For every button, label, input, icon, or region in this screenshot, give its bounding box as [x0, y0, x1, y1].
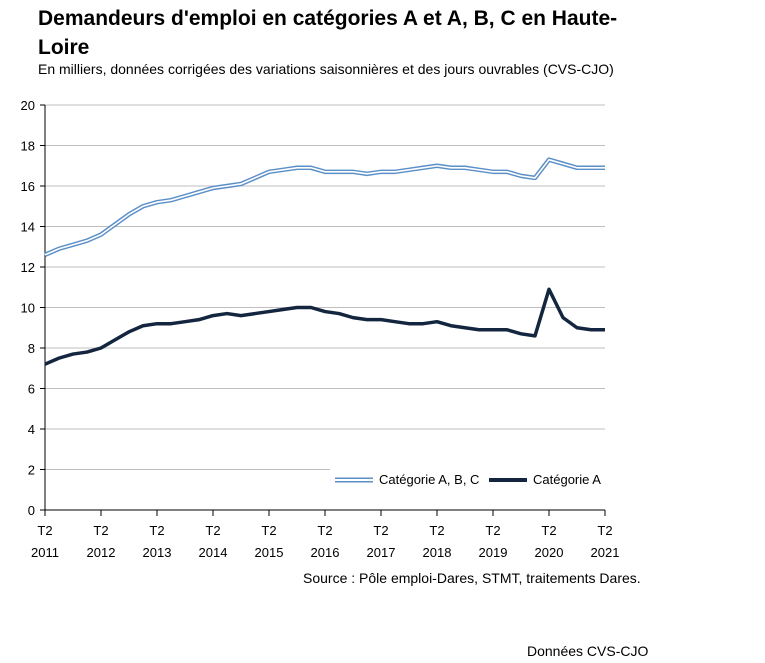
x-tick-year: 2020 — [535, 545, 564, 560]
x-tick-quarter: T2 — [93, 523, 108, 538]
y-tick-label: 12 — [21, 260, 35, 275]
x-tick-year: 2021 — [591, 545, 620, 560]
series-line-abc — [44, 157, 605, 257]
x-tick-year: 2015 — [255, 545, 284, 560]
axis-layer: 0 2 4 6 8 10 12 14 16 18 20 T2 2011 T2 2012 T2 2013 T2 201… — [21, 98, 620, 560]
x-tick-year: 2014 — [199, 545, 228, 560]
y-tick-label: 0 — [28, 503, 35, 518]
series-layer — [44, 157, 605, 366]
x-tick-year: 2019 — [479, 545, 508, 560]
legend-item-a: Catégorie A — [489, 472, 601, 487]
x-tick-year: 2018 — [423, 545, 452, 560]
y-tick-label: 2 — [28, 463, 35, 478]
x-tick-year: 2017 — [367, 545, 396, 560]
x-tick-quarter: T2 — [205, 523, 220, 538]
source-note: Source : Pôle emploi-Dares, STMT, traite… — [303, 570, 641, 586]
x-tick-quarter: T2 — [373, 523, 388, 538]
legend-item-abc: Catégorie A, B, C — [335, 472, 479, 487]
y-tick-label: 20 — [21, 98, 35, 113]
x-tick-year: 2012 — [87, 545, 116, 560]
x-tick-quarter: T2 — [541, 523, 556, 538]
y-tick-label: 4 — [28, 422, 35, 437]
grid-layer — [45, 104, 605, 470]
series-line-a — [44, 287, 605, 366]
y-tick-label: 18 — [21, 139, 35, 154]
x-tick-year: 2013 — [143, 545, 172, 560]
y-tick-label: 8 — [28, 341, 35, 356]
x-tick-quarter: T2 — [317, 523, 332, 538]
footer-note: Données CVS-CJO — [527, 643, 649, 659]
x-tick-quarter: T2 — [597, 523, 612, 538]
x-tick-quarter: T2 — [261, 523, 276, 538]
x-tick-quarter: T2 — [429, 523, 444, 538]
x-tick-year: 2016 — [311, 545, 340, 560]
y-tick-label: 14 — [21, 220, 35, 235]
chart-title: Demandeurs d'emploi en catégories A et A… — [38, 7, 618, 59]
chart-area: 0 2 4 6 8 10 12 14 16 18 20 T2 2011 T2 2012 T2 2013 T2 201… — [21, 98, 620, 560]
series-line-abc-inner — [44, 158, 605, 256]
x-tick-quarter: T2 — [149, 523, 164, 538]
chart-subtitle: En milliers, données corrigées des varia… — [38, 61, 614, 77]
legend-background — [330, 467, 605, 493]
legend-label-abc: Catégorie A, B, C — [379, 472, 479, 487]
x-tick-quarter: T2 — [485, 523, 500, 538]
legend-label-a: Catégorie A — [533, 472, 601, 487]
y-tick-label: 10 — [21, 301, 35, 316]
y-tick-label: 16 — [21, 179, 35, 194]
x-tick-quarter: T2 — [37, 523, 52, 538]
x-tick-year: 2011 — [31, 545, 59, 560]
y-tick-label: 6 — [28, 382, 35, 397]
legend: Catégorie A, B, C Catégorie A — [330, 467, 605, 493]
